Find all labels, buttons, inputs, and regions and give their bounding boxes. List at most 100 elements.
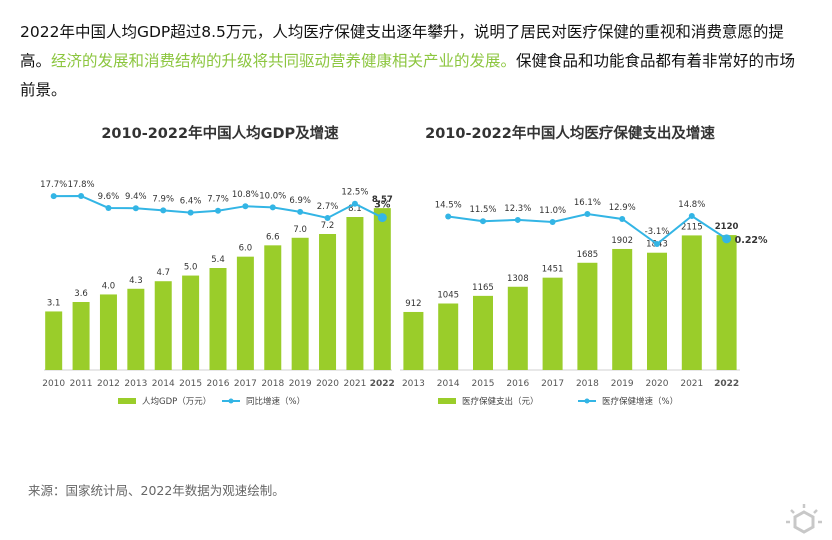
gdp-bar-label-2010: 3.1	[47, 298, 61, 308]
gdp-bar-label-2021: 8.1	[348, 204, 362, 214]
gdp-point-2013	[132, 205, 139, 212]
med-tick-2015: 2015	[472, 379, 495, 389]
med-point-label-2014: 14.5%	[435, 201, 462, 211]
gdp-bar-2022	[373, 208, 391, 370]
med-bar-2022	[716, 235, 737, 370]
med-point-2015	[480, 218, 486, 225]
med-point-2018	[584, 211, 591, 217]
med-tick-2014: 2014	[437, 379, 460, 389]
gdp-point-label-2022: 3%	[374, 200, 391, 211]
gdp-bar-label-2017: 6.0	[239, 244, 253, 254]
med-bar-label-2013: 912	[405, 299, 421, 309]
gdp-tick-2021: 2021	[343, 379, 366, 389]
gdp-tick-2016: 2016	[207, 379, 230, 389]
gdp-point-2010	[50, 193, 57, 200]
gdp-bar-label-2014: 4.7	[156, 268, 170, 278]
med-legend-line-marker	[584, 398, 590, 404]
med-legend-bar-swatch	[438, 398, 456, 404]
gdp-tick-2011: 2011	[70, 379, 93, 389]
gdp-bar-label-2020: 7.2	[321, 221, 335, 231]
med-point-label-2015: 11.5%	[469, 205, 496, 215]
gdp-point-2016	[215, 207, 221, 214]
gdp-point-label-2012: 9.6%	[98, 192, 120, 202]
gdp-point-label-2011: 17.8%	[68, 180, 95, 190]
gdp-bar-2019	[291, 237, 309, 370]
source-note: 来源：国家统计局、2022年数据为观速绘制。	[28, 483, 285, 498]
med-point-2017	[549, 218, 556, 225]
intro-highlight: 经济的发展和消费结构的升级将共同驱动营养健康相关产业的发展。	[51, 52, 517, 70]
gdp-point-label-2019: 6.9%	[289, 196, 311, 206]
medical-chart-title: 2010-2022年中国人均医疗保健支出及增速	[425, 126, 715, 142]
med-point-2020	[654, 241, 660, 247]
med-bar-label-2018: 1685	[577, 250, 599, 260]
med-tick-2021: 2021	[680, 379, 703, 389]
intro-paragraph: 2022年中国人均GDP超过8.5万元，人均医疗保健支出逐年攀升，说明了居民对医…	[20, 18, 810, 105]
gdp-bar-2017	[236, 256, 254, 370]
med-tick-2022: 2022	[714, 379, 739, 389]
med-bar-2015	[473, 295, 493, 370]
gdp-point-label-2017: 10.8%	[232, 190, 259, 200]
med-bar-label-2019: 1902	[611, 236, 633, 246]
gdp-tick-2015: 2015	[179, 379, 202, 389]
med-bar-label-2022: 2120	[715, 222, 739, 232]
intro-text-1: 2022年中国人均GDP超过8.5万元，人均医疗保健支出逐年攀升，说明了居民对医…	[20, 23, 784, 70]
brand-logo-icon	[786, 504, 822, 534]
med-legend-label-0: 医疗保健支出（元）	[462, 396, 539, 407]
gdp-tick-2017: 2017	[234, 379, 257, 389]
med-bar-2016	[507, 286, 528, 370]
gdp-tick-2014: 2014	[152, 379, 175, 389]
med-point-label-2016: 12.3%	[504, 204, 531, 214]
gdp-bar-label-2019: 7.0	[293, 225, 307, 235]
med-bar-label-2016: 1308	[507, 274, 529, 284]
gdp-point-label-2016: 7.7%	[207, 195, 229, 205]
gdp-point-label-2010: 17.7%	[40, 180, 67, 190]
gdp-legend-label-0: 人均GDP（万元）	[142, 396, 211, 407]
med-bar-label-2017: 1451	[542, 265, 564, 275]
gdp-point-label-2020: 2.7%	[317, 202, 339, 212]
med-point-label-2021: 14.8%	[678, 200, 705, 210]
gdp-point-2019	[297, 208, 304, 215]
gdp-point-2017	[242, 203, 249, 210]
gdp-bar-label-2018: 6.6	[266, 232, 280, 242]
med-tick-2018: 2018	[576, 379, 599, 389]
med-point-2019	[619, 216, 626, 222]
gdp-bar-label-2022: 8.57	[372, 195, 393, 205]
gdp-bar-2011	[72, 302, 90, 370]
gdp-point-label-2014: 7.9%	[152, 194, 174, 204]
gdp-legend-bar-swatch	[118, 398, 136, 404]
gdp-point-label-2015: 6.4%	[180, 197, 202, 207]
gdp-point-label-2021: 12.5%	[341, 188, 368, 198]
med-tick-2020: 2020	[646, 379, 669, 389]
med-bar-2021	[681, 235, 702, 370]
med-tick-2013: 2013	[402, 379, 425, 389]
med-bar-2013	[403, 311, 424, 370]
med-point-label-2022: 0.22%	[735, 235, 768, 246]
med-bar-label-2014: 1045	[437, 291, 459, 301]
gdp-point-2014	[160, 207, 167, 214]
gdp-bar-label-2011: 3.6	[74, 289, 88, 299]
gdp-legend-line-marker	[228, 398, 234, 404]
gdp-point-2018	[269, 204, 276, 211]
gdp-tick-2012: 2012	[97, 379, 120, 389]
med-legend-label-1: 医疗保健增速（%）	[602, 396, 678, 407]
gdp-point-2015	[187, 209, 194, 216]
gdp-point-2020	[324, 215, 331, 221]
gdp-bar-label-2015: 5.0	[184, 263, 198, 273]
med-point-2016	[514, 216, 521, 223]
med-bar-2017	[542, 277, 563, 370]
med-bar-2020	[647, 252, 667, 370]
gdp-bar-2018	[264, 245, 282, 370]
med-point-label-2020: -3.1%	[645, 227, 670, 237]
gdp-bar-label-2012: 4.0	[102, 281, 116, 291]
gdp-point-2011	[78, 193, 85, 199]
med-point-label-2019: 12.9%	[609, 203, 636, 213]
med-point-label-2018: 16.1%	[574, 198, 601, 208]
gdp-bar-2021	[346, 217, 364, 370]
gdp-tick-2020: 2020	[316, 379, 339, 389]
gdp-tick-2010: 2010	[42, 379, 65, 389]
gdp-point-2012	[105, 204, 112, 211]
med-bar-2014	[438, 303, 459, 370]
med-bar-2019	[612, 248, 633, 370]
gdp-point-2022	[377, 213, 387, 223]
gdp-bar-2015	[182, 275, 200, 370]
